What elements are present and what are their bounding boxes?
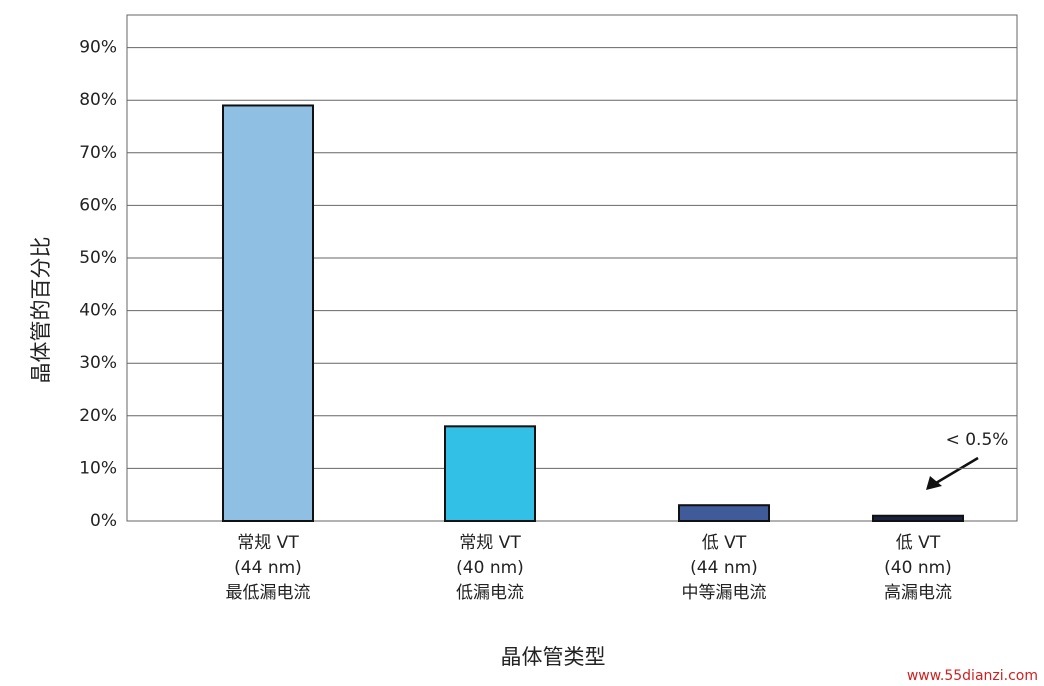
y-tick-label: 20% [79,406,117,426]
x-tick-label: 低 VT [702,533,747,553]
x-tick-label: 中等漏电流 [682,583,767,603]
bar [222,104,314,523]
y-tick-label: 10% [79,458,117,478]
arrow-head [926,476,942,490]
plot-frame [126,14,1018,522]
x-tick-label: 低 VT [896,533,941,553]
y-tick-label: 40% [79,301,117,321]
y-tick-label: 90% [79,38,117,58]
x-tick-label: 常规 VT [237,533,299,553]
y-axis-title: 晶体管的百分比 [29,237,53,384]
watermark: www.55dianzi.com [907,668,1038,684]
y-tick-label: 60% [79,195,117,215]
x-tick-label: (44 nm) [234,558,302,578]
x-tick-label: 常规 VT [459,533,521,553]
x-tick-label: 高漏电流 [884,583,952,603]
x-axis-title: 晶体管类型 [501,645,606,669]
annotation-arrow [935,456,979,485]
y-tick-label: 70% [79,143,117,163]
bar [444,425,536,522]
x-tick-label: (40 nm) [884,558,952,578]
x-tick-label: (40 nm) [456,558,524,578]
annotation: < 0.5% [946,430,1009,450]
x-tick-label: 低漏电流 [456,583,524,603]
y-tick-label: 30% [79,353,117,373]
y-tick-label: 0% [90,511,117,531]
y-tick-label: 80% [79,90,117,110]
bar [678,504,770,522]
bar [872,514,964,522]
y-tick-label: 50% [79,248,117,268]
x-tick-label: (44 nm) [690,558,758,578]
x-tick-label: 最低漏电流 [226,583,311,603]
